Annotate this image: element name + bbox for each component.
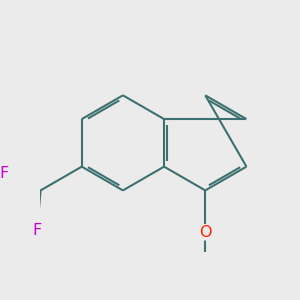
Text: F: F <box>32 223 42 238</box>
Text: O: O <box>199 225 211 240</box>
Text: F: F <box>0 166 9 181</box>
